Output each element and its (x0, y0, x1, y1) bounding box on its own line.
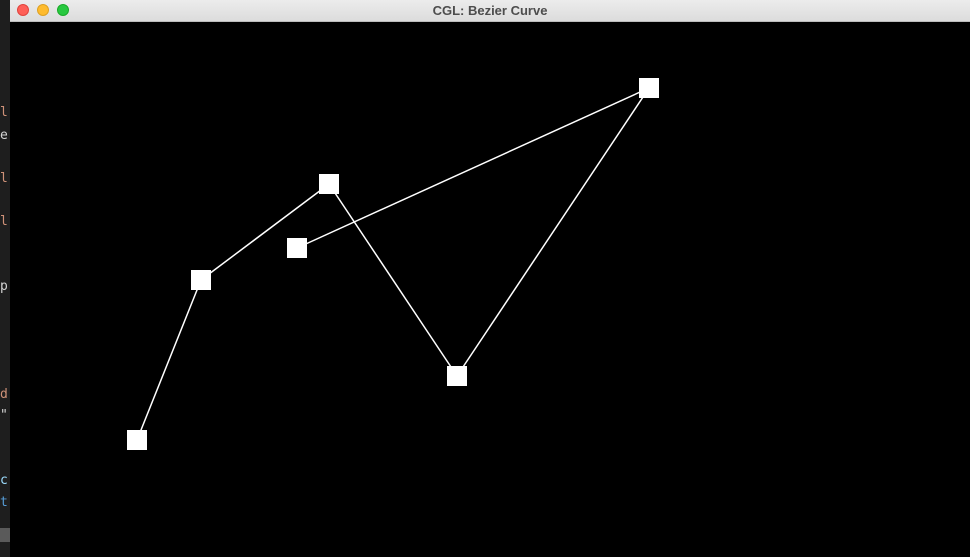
control-point-handle[interactable] (639, 78, 659, 98)
background-code-char: l (0, 106, 8, 120)
control-point-handle[interactable] (447, 366, 467, 386)
window-title: CGL: Bezier Curve (432, 3, 548, 18)
background-code-char: l (0, 172, 8, 186)
background-code-char: d (0, 388, 8, 402)
control-point-handle[interactable] (287, 238, 307, 258)
control-polygon-segment (296, 87, 650, 249)
app-window: CGL: Bezier Curve (10, 0, 970, 557)
control-polygon-segment (136, 279, 202, 441)
bezier-control-polygon[interactable] (10, 22, 970, 557)
title-bar[interactable]: CGL: Bezier Curve (10, 0, 970, 22)
background-code-char: c (0, 474, 8, 488)
background-code-char: t (0, 496, 8, 510)
background-scrollbar (0, 528, 10, 542)
background-code-char: l (0, 215, 8, 229)
background-code-char: e (0, 129, 8, 143)
minimize-button[interactable] (37, 4, 49, 16)
close-button[interactable] (17, 4, 29, 16)
control-point-handle[interactable] (319, 174, 339, 194)
control-polygon-segment (328, 183, 458, 377)
control-point-handle[interactable] (127, 430, 147, 450)
zoom-button[interactable] (57, 4, 69, 16)
drawing-canvas[interactable] (10, 22, 970, 557)
background-code-char: " (0, 409, 8, 423)
background-code-char: p (0, 280, 8, 294)
control-polygon-segment (200, 183, 330, 281)
control-point-handle[interactable] (191, 270, 211, 290)
control-polygon-segment (456, 87, 650, 377)
